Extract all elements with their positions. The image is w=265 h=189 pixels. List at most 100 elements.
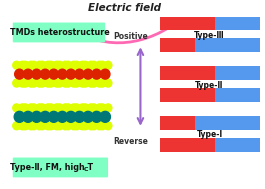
Bar [160,138,215,152]
Circle shape [31,111,42,122]
Circle shape [47,122,55,130]
Circle shape [38,104,46,112]
Circle shape [90,61,98,69]
Circle shape [36,79,43,87]
Circle shape [61,79,69,87]
Circle shape [21,61,29,69]
Circle shape [40,69,50,79]
Circle shape [78,122,86,130]
Circle shape [47,104,55,112]
Circle shape [23,69,33,79]
Circle shape [30,104,38,112]
Circle shape [40,111,50,122]
Circle shape [99,61,106,69]
Circle shape [96,104,103,112]
Circle shape [27,122,35,130]
Circle shape [56,79,63,87]
Text: TMDs heterostructure: TMDs heterostructure [10,28,109,37]
Circle shape [70,104,78,112]
Circle shape [38,122,46,130]
Text: Electric field: Electric field [88,3,161,13]
Circle shape [30,61,38,69]
Circle shape [19,61,26,69]
Circle shape [21,122,29,130]
Circle shape [47,61,55,69]
Bar [215,138,259,152]
Circle shape [15,69,24,79]
Circle shape [30,122,38,130]
Circle shape [90,79,98,87]
Circle shape [38,61,46,69]
Circle shape [61,122,69,130]
Circle shape [92,69,101,79]
Circle shape [99,122,106,130]
Circle shape [91,111,102,122]
Circle shape [87,79,95,87]
Circle shape [47,79,55,87]
Circle shape [53,61,60,69]
Text: Type-Ⅱ: Type-Ⅱ [195,81,224,90]
Circle shape [36,122,43,130]
Circle shape [61,104,69,112]
Circle shape [81,79,89,87]
Text: Reverse: Reverse [113,137,148,146]
Circle shape [19,122,26,130]
Circle shape [64,61,72,69]
Bar [195,38,259,52]
Circle shape [87,104,95,112]
Circle shape [78,104,86,112]
Circle shape [23,111,33,122]
Circle shape [96,79,103,87]
Circle shape [73,61,80,69]
Bar [160,116,195,130]
Circle shape [66,69,76,79]
Circle shape [64,122,72,130]
Circle shape [27,61,35,69]
Text: Type-Ⅰ: Type-Ⅰ [196,130,223,139]
FancyBboxPatch shape [13,158,108,177]
Circle shape [19,79,26,87]
Circle shape [44,61,52,69]
Text: Positive: Positive [113,32,148,41]
Text: Type-Ⅲ: Type-Ⅲ [194,31,225,40]
Circle shape [104,61,112,69]
Circle shape [44,104,52,112]
Circle shape [13,79,20,87]
Circle shape [30,79,38,87]
Circle shape [87,61,95,69]
Bar [160,66,215,80]
Circle shape [61,61,69,69]
Circle shape [27,79,35,87]
Circle shape [21,79,29,87]
Circle shape [13,104,20,112]
Circle shape [53,79,60,87]
Text: Type-Ⅱ, FM, high T: Type-Ⅱ, FM, high T [10,163,93,172]
Circle shape [13,122,20,130]
Circle shape [99,79,106,87]
Circle shape [56,122,63,130]
Circle shape [58,69,67,79]
Circle shape [104,104,112,112]
Circle shape [90,104,98,112]
Text: C: C [84,167,89,172]
Bar [195,116,259,130]
Circle shape [56,61,63,69]
Circle shape [21,104,29,112]
Circle shape [70,122,78,130]
Bar [215,17,259,30]
Circle shape [57,111,68,122]
Circle shape [38,79,46,87]
Circle shape [14,111,25,122]
Circle shape [64,104,72,112]
Circle shape [19,104,26,112]
Circle shape [74,111,85,122]
Circle shape [32,69,41,79]
Circle shape [44,79,52,87]
Circle shape [70,79,78,87]
Circle shape [49,69,59,79]
Circle shape [53,122,60,130]
Circle shape [83,111,93,122]
Circle shape [78,79,86,87]
Circle shape [104,122,112,130]
Circle shape [83,69,93,79]
